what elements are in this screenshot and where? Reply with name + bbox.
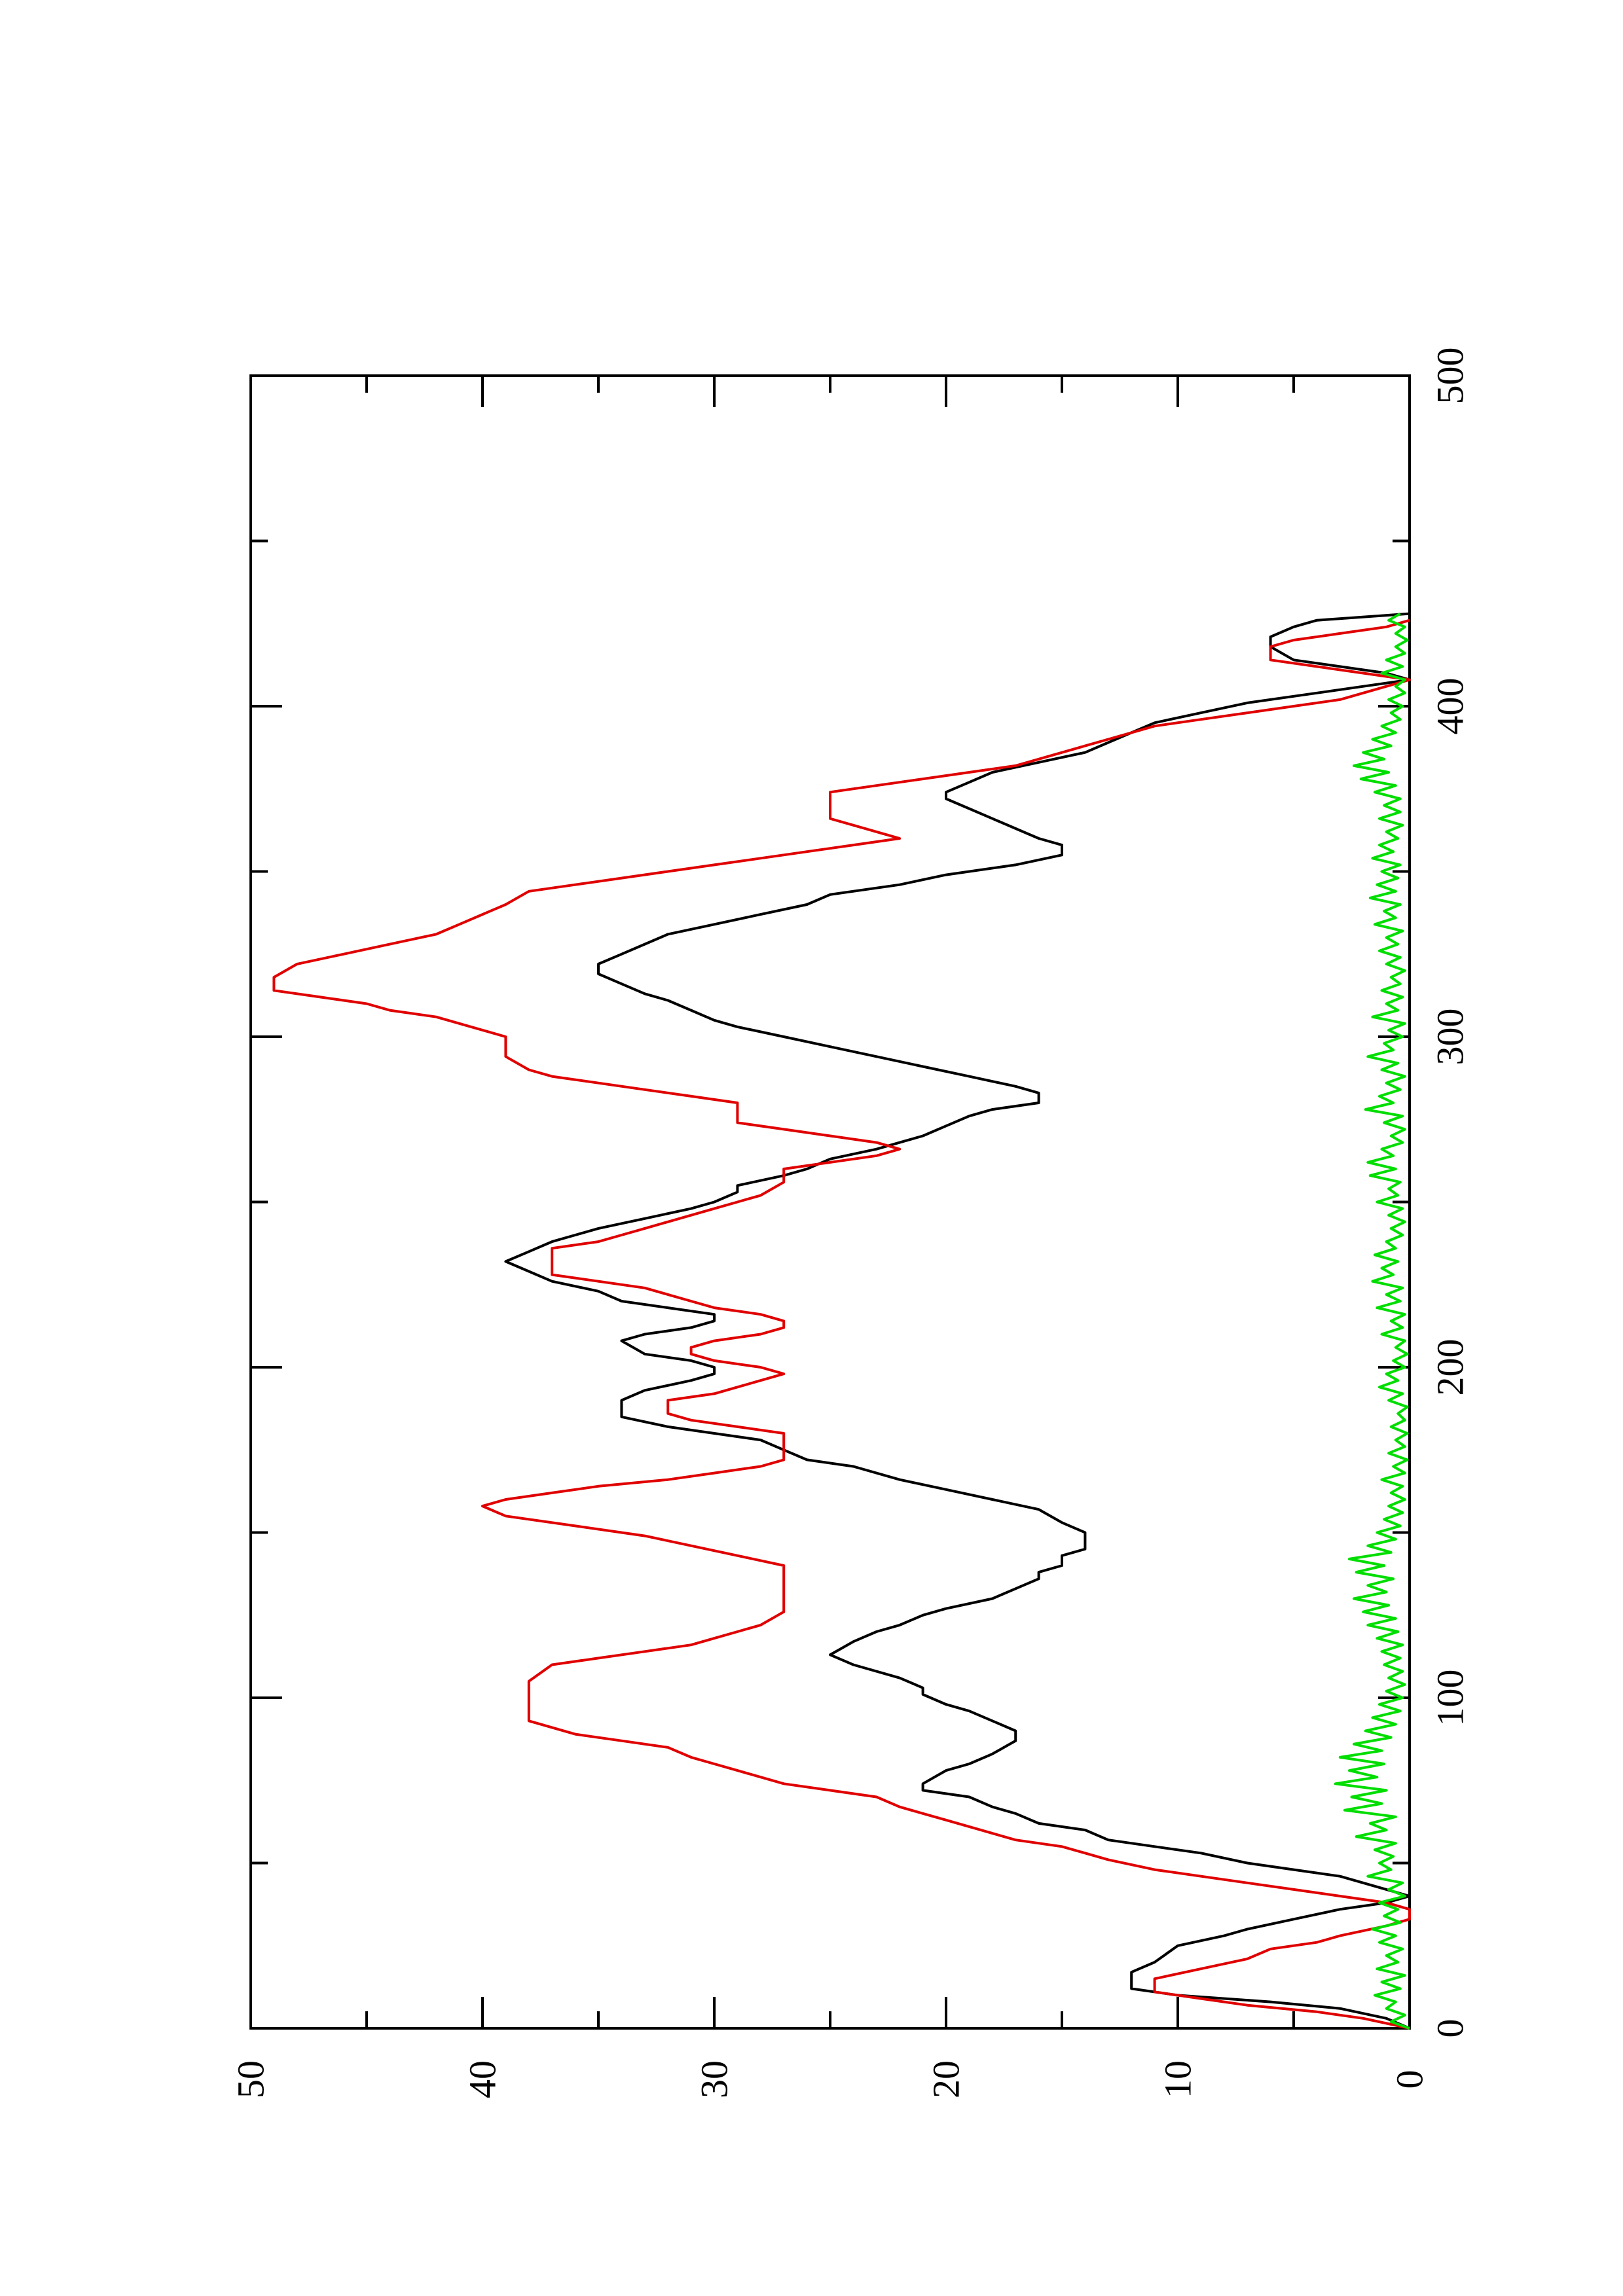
x-tick-label: 400 [1429, 678, 1472, 735]
plot-frame [249, 374, 1411, 2030]
x-tick-label: 300 [1429, 1009, 1472, 1066]
series-line-2 [272, 619, 1411, 2030]
y-tick-label: 0 [1389, 2070, 1431, 2089]
y-tick-label: 20 [925, 2060, 968, 2098]
series-line-3 [1334, 612, 1410, 2030]
y-tick-label: 30 [693, 2060, 736, 2098]
y-tick-label: 50 [230, 2060, 272, 2098]
x-tick-label: 500 [1429, 348, 1472, 404]
x-tick-label: 200 [1429, 1339, 1472, 1396]
y-tick-label: 10 [1157, 2060, 1199, 2098]
y-tick-label: 40 [462, 2060, 504, 2098]
axis-ticks [249, 374, 1411, 2030]
x-tick-label: 100 [1429, 1670, 1472, 1727]
series-line-1 [504, 612, 1411, 2030]
data-series [272, 612, 1411, 2030]
tick-labels: 0 100 200 300 400 500 0 10 20 30 40 50 [230, 348, 1472, 2099]
x-tick-label: 0 [1429, 2019, 1472, 2038]
